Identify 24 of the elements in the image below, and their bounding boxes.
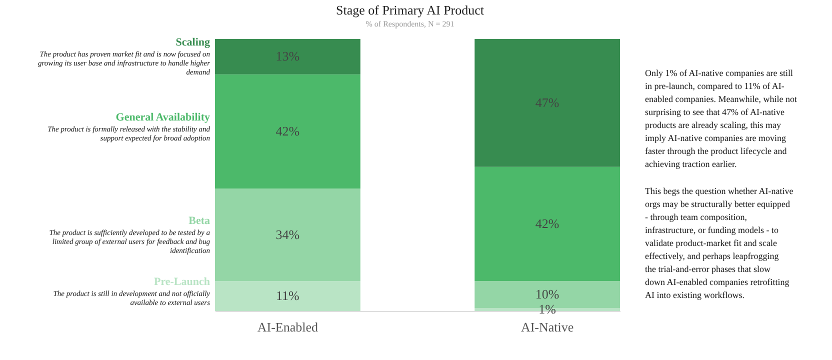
bar bbox=[215, 281, 360, 311]
text: This begs the question whether AI-native orgs may be structurally better equipped - through team composition, infrastructure, or funding models - to validate product-market fit and scale effectively, and perhaps leapfrogging the trial-and-error phases that slow down AI-enabled companies retrofitting AI into existing workflows. bbox=[645, 186, 794, 300]
data-label: 1% bbox=[538, 302, 556, 317]
x-tick-label: AI-Enabled bbox=[257, 320, 319, 334]
bar bbox=[215, 188, 360, 282]
bar bbox=[474, 39, 620, 167]
chart-subtitle: % of Respondents, N = 291 bbox=[366, 20, 454, 29]
data-label: 11% bbox=[276, 288, 300, 304]
bar bbox=[474, 166, 620, 282]
data-label: 42% bbox=[535, 216, 560, 231]
x-tick-label: AI-Native bbox=[520, 320, 574, 334]
text: Only 1% of AI-native companies are still in pre-launch, compared to 11% of AI-enabled companies. Meanwhile, while not surprising to see that 47% of AI-native products are already scaling, this may imply AI-native companies are moving faster through the product lifecycle and achieving traction earlier. bbox=[645, 68, 798, 169]
data-label: 42% bbox=[276, 123, 300, 138]
bar bbox=[215, 39, 360, 74]
data-label: 10% bbox=[535, 286, 560, 302]
data-label: 34% bbox=[276, 226, 300, 242]
bar bbox=[215, 74, 360, 189]
series-label: Scaling bbox=[176, 36, 210, 49]
data-label: 47% bbox=[535, 94, 560, 110]
data-label: 13% bbox=[276, 48, 300, 64]
series-label: General Availability bbox=[116, 111, 210, 124]
series-label: Pre-Launch bbox=[154, 276, 210, 288]
series-label: Beta bbox=[188, 214, 210, 227]
chart-title: Stage of Primary AI Product bbox=[336, 2, 484, 18]
